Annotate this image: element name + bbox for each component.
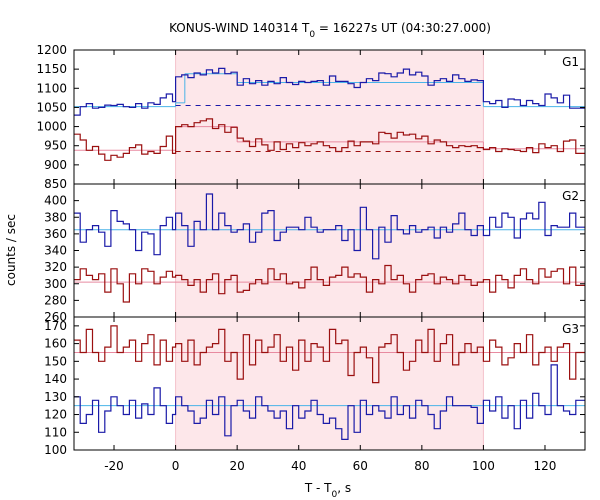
x-tick-label: 60 [353, 459, 368, 473]
y-tick-label: 950 [44, 139, 67, 153]
y-tick-label: 1200 [36, 43, 67, 57]
y-tick-label: 320 [44, 260, 67, 274]
panel-label: G3 [562, 322, 579, 336]
chart-title: KONUS-WIND 140314 T0 = 16227s UT (04:30:… [169, 21, 491, 40]
x-tick-label: 0 [172, 459, 180, 473]
x-axis-label: T - T0, s [304, 481, 351, 500]
x-tick-label: 80 [414, 459, 429, 473]
y-tick-label: 900 [44, 158, 67, 172]
y-tick-label: 150 [44, 354, 67, 368]
y-tick-label: 1050 [36, 100, 67, 114]
series-red-g2 [74, 264, 585, 303]
y-tick-label: 170 [44, 319, 67, 333]
y-tick-label: 380 [44, 210, 67, 224]
y-tick-label: 280 [44, 293, 67, 307]
series-red-g1 [74, 118, 585, 161]
series-blue-g1 [74, 67, 585, 116]
title-text-rest: = 16227s UT (04:30:27.000) [315, 21, 491, 35]
y-tick-label: 1150 [36, 62, 67, 76]
x-tick-label: 40 [291, 459, 306, 473]
y-tick-label: 140 [44, 372, 67, 386]
y-tick-label: 260 [44, 310, 67, 324]
panel-label: G1 [562, 55, 579, 69]
y-tick-label: 120 [44, 408, 67, 422]
y-tick-label: 400 [44, 194, 67, 208]
series-red-g3 [74, 325, 585, 384]
series-blue-g2 [74, 193, 585, 260]
highlight-interval [175, 184, 484, 317]
panel-label: G2 [562, 189, 579, 203]
x-tick-label: 120 [534, 459, 557, 473]
x-label-subscript: 0 [332, 490, 338, 500]
panel-g1: 850 900 950 1000 1050 1100 1150 1200 G1 [36, 43, 586, 191]
panel-g2: 260 280 300 320 340 360 380 400 G2 [44, 183, 586, 324]
y-tick-label: 300 [44, 277, 67, 291]
y-tick-label: 110 [44, 425, 67, 439]
x-label-text: T - T [304, 481, 332, 495]
series-blue-g3 [74, 364, 585, 440]
y-tick-label: 100 [44, 443, 67, 457]
panels-group: 85090095010001050110011501200G1260280300… [36, 43, 586, 473]
x-label-text-rest: , s [337, 481, 351, 495]
title-subscript: 0 [309, 30, 315, 40]
x-tick-label: 20 [230, 459, 245, 473]
highlight-interval [175, 50, 484, 184]
x-tick-label: 100 [472, 459, 495, 473]
x-tick-label: -20 [104, 459, 124, 473]
y-tick-label: 1100 [36, 81, 67, 95]
y-tick-label: 1000 [36, 120, 67, 134]
y-tick-label: 160 [44, 337, 67, 351]
y-tick-label: 340 [44, 244, 67, 258]
panel-frame [73, 316, 586, 451]
y-axis-label: counts / sec [4, 214, 18, 286]
y-tick-label: 360 [44, 227, 67, 241]
panel-g3: 100 110 120 130 140 150 160 170 G3 [44, 316, 586, 457]
y-tick-label: 850 [44, 177, 67, 191]
y-tick-label: 130 [44, 390, 67, 404]
title-text: KONUS-WIND 140314 T [169, 21, 310, 35]
